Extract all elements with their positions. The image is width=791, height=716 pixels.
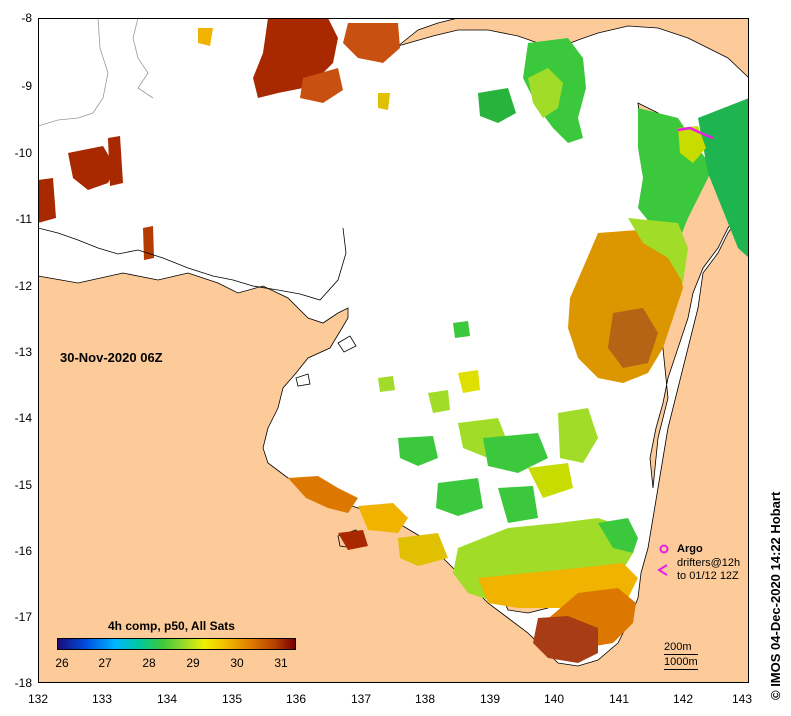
sst-patch — [343, 23, 400, 63]
lon-tick-label: 139 — [479, 692, 501, 706]
colorbar-tick: 30 — [230, 656, 244, 670]
sst-patch — [628, 218, 688, 283]
lat-tick-label: -8 — [21, 11, 32, 25]
land-northern-territory — [38, 202, 749, 683]
sst-patch — [528, 68, 563, 118]
sst-patch — [498, 486, 538, 523]
lat-tick-label: -14 — [14, 411, 32, 425]
lon-tick-label: 137 — [350, 692, 372, 706]
sst-patch — [608, 308, 658, 368]
sst-patch — [528, 463, 573, 498]
lat-tick-label: -17 — [14, 610, 32, 624]
drifter-arrow-icon — [657, 564, 668, 576]
colorbar-title: 4h comp, p50, All Sats — [108, 619, 235, 633]
lat-tick-label: -9 — [21, 79, 32, 93]
lat-tick-label: -13 — [14, 345, 32, 359]
sst-patch — [198, 28, 213, 46]
lon-tick-label: 133 — [91, 692, 113, 706]
sst-patch — [568, 230, 683, 383]
lon-tick-label: 141 — [608, 692, 630, 706]
sst-patch — [288, 476, 358, 513]
credit-label: © IMOS 04-Dec-2020 14:22 Hobart — [768, 491, 783, 700]
sst-patch — [458, 370, 480, 393]
depth-200-label: 200m — [664, 641, 692, 653]
colorbar-tick: 31 — [274, 656, 288, 670]
sst-patch — [678, 126, 706, 163]
sst-patch — [300, 68, 343, 103]
colorbar-tick: 29 — [186, 656, 200, 670]
lon-tick-label: 135 — [221, 692, 243, 706]
lon-tick-label: 134 — [156, 692, 178, 706]
depth-200-line — [664, 654, 698, 655]
colorbar-tick: 27 — [98, 656, 112, 670]
lat-tick-label: -10 — [14, 146, 32, 160]
argo-track — [677, 126, 714, 140]
lat-tick-label: -18 — [14, 676, 32, 690]
colorbar — [57, 638, 296, 650]
sst-patch — [598, 518, 638, 553]
sst-patch — [428, 390, 450, 413]
sst-patch — [558, 408, 598, 463]
sst-patch — [398, 436, 438, 466]
sst-patch — [533, 616, 598, 663]
sst-patch — [483, 433, 548, 473]
sst-map — [38, 18, 749, 683]
sst-layer — [38, 18, 749, 663]
lon-tick-label: 142 — [672, 692, 694, 706]
sst-patch — [478, 88, 516, 123]
lat-tick-label: -15 — [14, 478, 32, 492]
lat-tick-label: -12 — [14, 279, 32, 293]
lon-tick-label: 132 — [27, 692, 49, 706]
lon-tick-label: 138 — [414, 692, 436, 706]
colorbar-tick: 26 — [55, 656, 69, 670]
sst-patch — [378, 93, 390, 110]
lat-tick-label: -16 — [14, 544, 32, 558]
lon-tick-label: 136 — [285, 692, 307, 706]
sst-patch — [338, 530, 368, 550]
sst-patch — [108, 136, 123, 186]
lon-tick-label: 143 — [731, 692, 753, 706]
depth-1000-line — [664, 669, 698, 670]
lat-tick-label: -11 — [15, 212, 32, 226]
sst-patch — [638, 108, 713, 243]
colorbar-tick: 28 — [142, 656, 156, 670]
sst-patch — [38, 178, 56, 223]
depth-1000-label: 1000m — [664, 656, 698, 668]
sst-patch — [358, 503, 408, 533]
argo-icon — [659, 544, 669, 554]
sst-patch — [378, 376, 395, 392]
sst-patch — [436, 478, 483, 516]
lon-tick-label: 140 — [543, 692, 565, 706]
sst-patch — [453, 321, 470, 338]
sst-patch — [398, 533, 448, 566]
land-papua — [397, 18, 749, 79]
drifters-label: drifters@12h — [677, 557, 741, 569]
sst-patch — [143, 226, 154, 260]
coastline-layer — [38, 18, 357, 387]
argo-label: Argo — [677, 543, 703, 555]
drifters-to-label: to 01/12 12Z — [677, 570, 739, 582]
sst-patch — [68, 146, 116, 190]
date-label: 30-Nov-2020 06Z — [60, 350, 163, 365]
